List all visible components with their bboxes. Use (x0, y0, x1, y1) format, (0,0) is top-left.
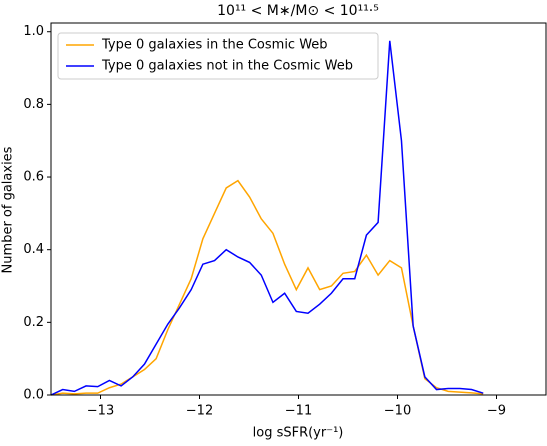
legend-box (57, 32, 379, 80)
y-tick-label: 0.2 (23, 315, 44, 330)
y-axis-label: Number of galaxies (1, 146, 16, 273)
y-tick-label: 0.6 (23, 170, 44, 185)
chart-title: 10¹¹ < M∗/M⊙ < 10¹¹·⁵ (217, 3, 379, 19)
legend-label: Type 0 galaxies in the Cosmic Web (101, 38, 328, 53)
y-tick-label: 1.0 (23, 24, 44, 39)
x-tick-label: −11 (285, 404, 312, 419)
legend-label: Type 0 galaxies not in the Cosmic Web (101, 59, 353, 74)
x-tick-label: −12 (186, 404, 213, 419)
x-axis-label: log sSFR(yr⁻¹) (253, 426, 344, 441)
y-tick-label: 0.8 (23, 97, 44, 112)
x-tick-label: −13 (87, 404, 114, 419)
series-line (50, 40, 484, 396)
x-tick-label: −9 (487, 404, 506, 419)
x-tick-label: −10 (384, 404, 411, 419)
y-tick-label: 0.0 (23, 388, 44, 403)
plot-frame (50, 22, 547, 396)
y-tick-label: 0.4 (23, 242, 44, 257)
series-line (50, 179, 484, 396)
